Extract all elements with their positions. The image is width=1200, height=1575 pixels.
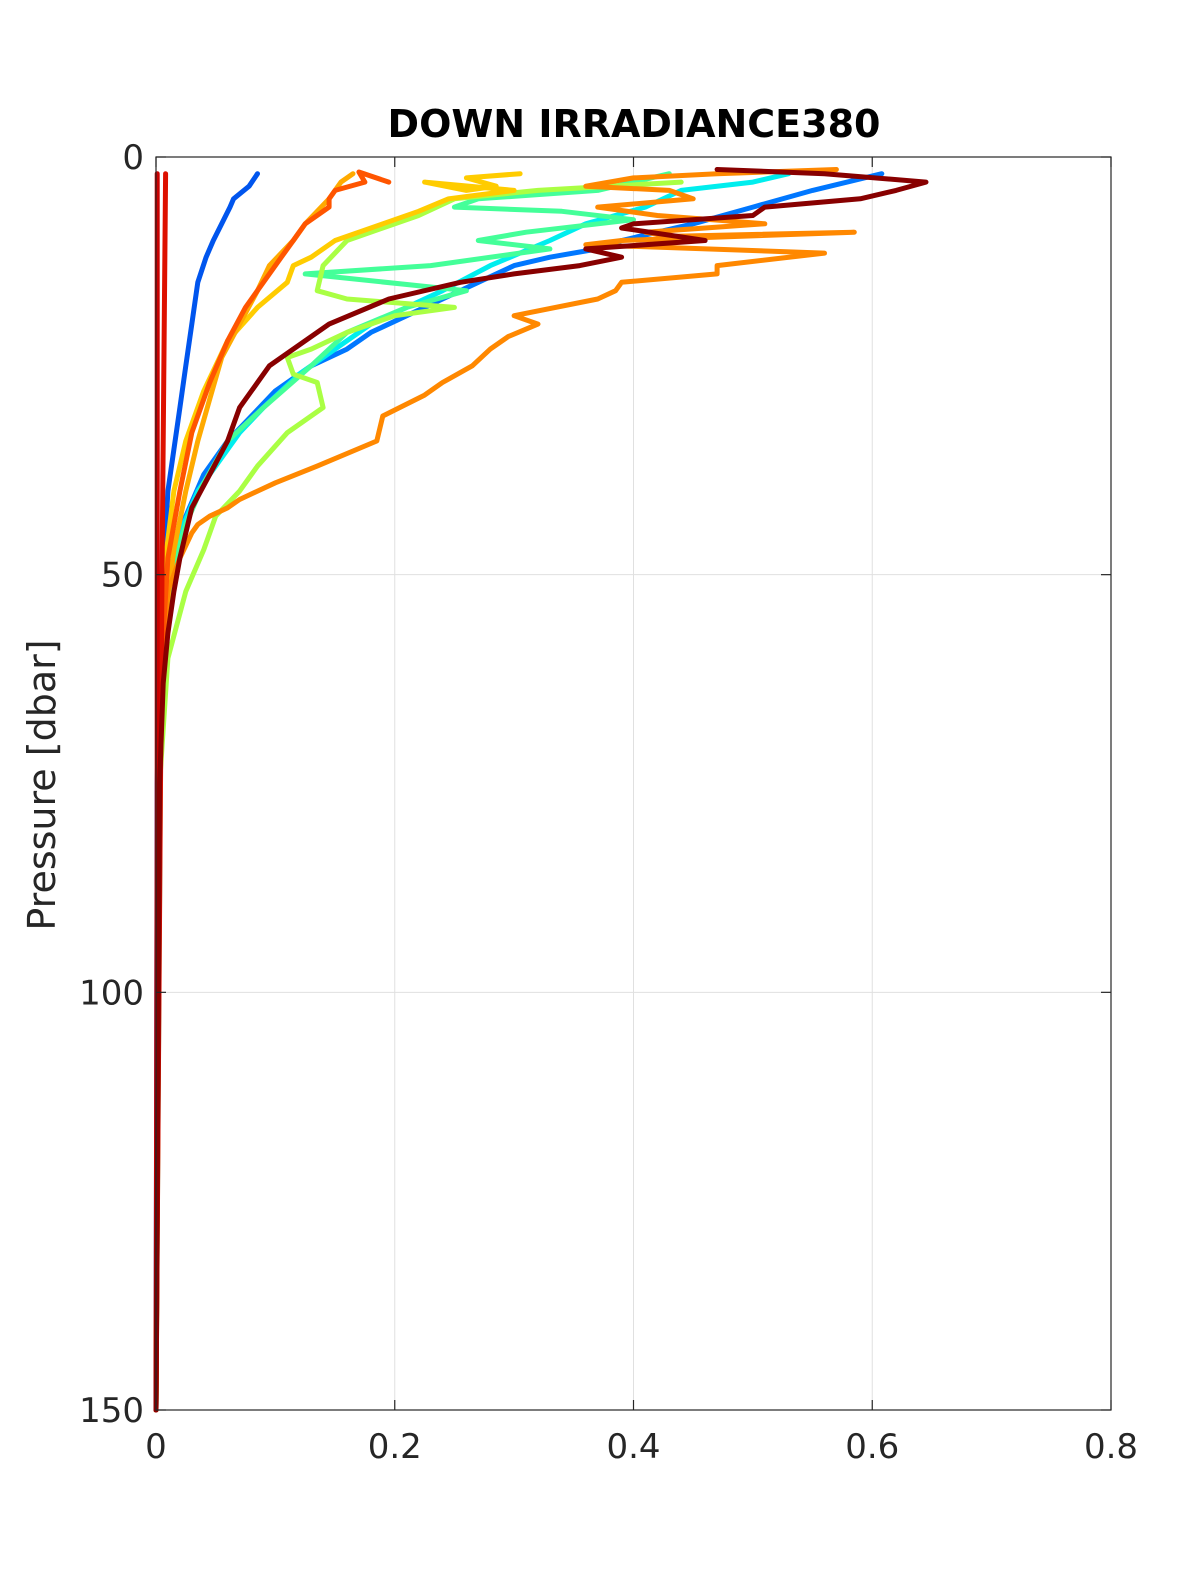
series-line-9 — [153, 169, 392, 1413]
x-tick-label: 0.2 — [368, 1427, 422, 1467]
grid-lines — [156, 157, 1111, 1410]
axis-ticks: 0 0.2 0.4 0.6 0.8 0 50 100 150 — [79, 138, 1138, 1467]
series-line-4 — [153, 171, 672, 1413]
series-line-1 — [153, 171, 260, 1413]
series-line-12 — [153, 167, 929, 1413]
series-lines — [153, 167, 929, 1413]
series-line-5 — [153, 179, 684, 1413]
series-line-2 — [153, 171, 885, 1413]
x-tick-label: 0.8 — [1084, 1427, 1138, 1467]
x-tick-label: 0.4 — [606, 1427, 660, 1467]
y-axis-label: Pressure [dbar] — [20, 639, 64, 930]
y-tick-label: 0 — [122, 138, 144, 178]
y-tick-label: 150 — [79, 1391, 144, 1431]
series-line-8 — [153, 167, 857, 1413]
y-tick-label: 100 — [79, 973, 144, 1013]
x-tick-label: 0 — [145, 1427, 167, 1467]
x-tick-label: 0.6 — [845, 1427, 899, 1467]
series-line-6 — [153, 171, 523, 1413]
series-line-3 — [153, 171, 792, 1413]
chart-title: DOWN IRRADIANCE380 — [388, 102, 881, 146]
y-tick-label: 50 — [101, 556, 144, 596]
